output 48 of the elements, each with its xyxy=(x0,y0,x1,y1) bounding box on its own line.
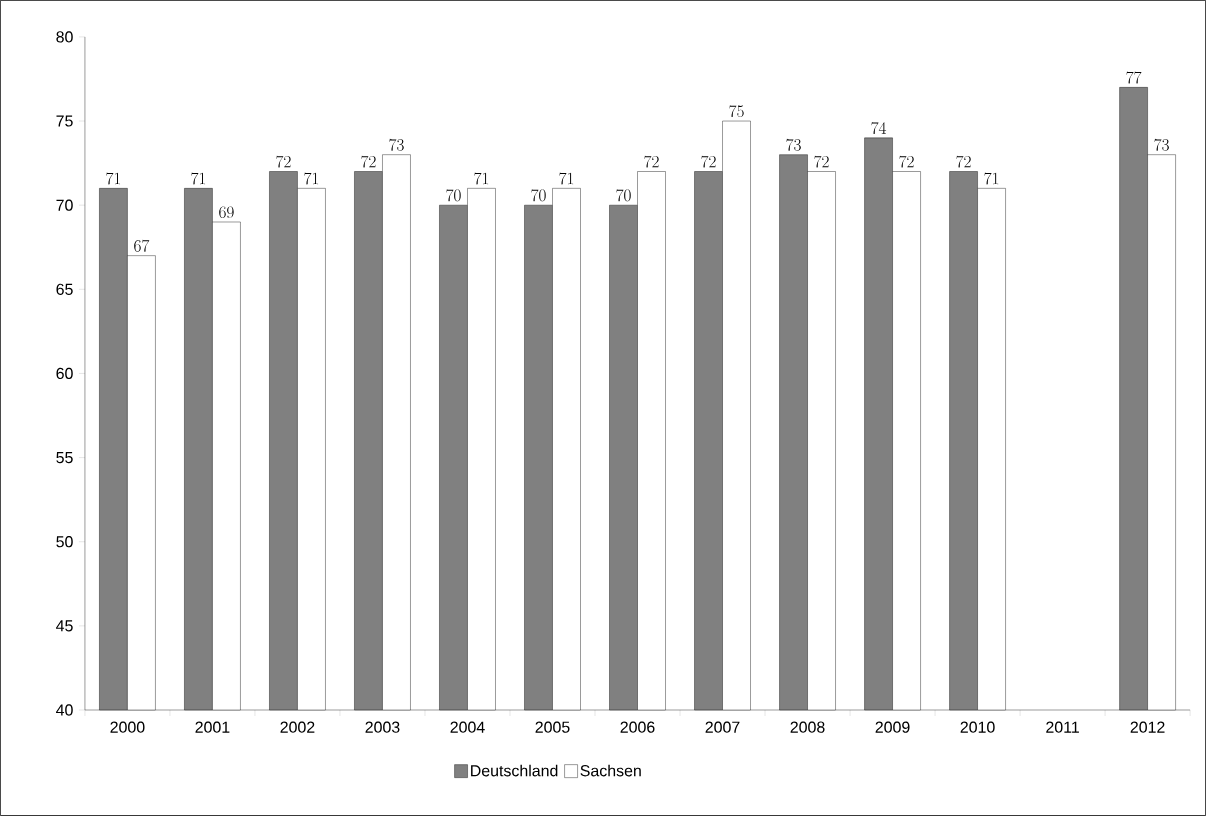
x-tick-label: 2010 xyxy=(960,721,995,733)
x-tick-label: 2004 xyxy=(450,721,485,733)
x-tick-label: 2008 xyxy=(790,721,825,733)
data-label: 72 xyxy=(814,155,829,168)
data-label: 73 xyxy=(1154,138,1169,151)
x-tick-label: 2009 xyxy=(875,721,910,733)
data-label: 69 xyxy=(219,206,234,219)
x-tick-label: 2012 xyxy=(1130,721,1165,733)
y-tick-label: 80 xyxy=(56,31,73,43)
data-label: 70 xyxy=(531,189,546,202)
x-tick-label: 2011 xyxy=(1046,721,1079,733)
data-label: 71 xyxy=(474,172,489,185)
legend-label: Deutschland xyxy=(471,764,558,777)
data-label: 73 xyxy=(389,138,404,151)
data-label: 72 xyxy=(644,155,659,168)
data-label: 72 xyxy=(899,155,914,168)
y-tick-label: 65 xyxy=(56,283,73,295)
y-tick-label: 55 xyxy=(56,452,73,464)
x-tick-label: 2000 xyxy=(110,721,145,733)
x-tick-label: 2006 xyxy=(620,721,655,733)
data-label: 70 xyxy=(616,189,631,202)
y-tick-label: 70 xyxy=(56,199,73,211)
data-label: 67 xyxy=(134,239,150,252)
x-tick-label: 2002 xyxy=(280,721,315,733)
data-label: 71 xyxy=(984,172,999,185)
data-label: 73 xyxy=(786,138,801,151)
data-label: 71 xyxy=(106,172,121,185)
data-label: 70 xyxy=(446,189,461,202)
data-label: 74 xyxy=(871,122,887,134)
y-tick-label: 45 xyxy=(56,620,73,632)
data-label: 75 xyxy=(729,105,744,118)
data-label: 72 xyxy=(701,155,716,168)
data-label: 71 xyxy=(304,172,319,185)
x-tick-label: 2003 xyxy=(365,721,400,733)
y-tick-label: 75 xyxy=(56,115,73,127)
y-tick-label: 60 xyxy=(56,367,73,380)
x-tick-label: 2001 xyxy=(195,721,230,733)
data-label: 71 xyxy=(191,172,206,185)
y-tick-label: 40 xyxy=(56,704,73,716)
data-label: 72 xyxy=(956,155,971,168)
x-tick-label: 2007 xyxy=(705,721,740,733)
data-label: 72 xyxy=(276,155,291,168)
data-label: 77 xyxy=(1126,71,1142,84)
y-tick-label: 50 xyxy=(56,536,73,548)
x-tick-label: 2005 xyxy=(535,721,570,733)
legend-label: Sachsen xyxy=(580,764,641,777)
data-label: 72 xyxy=(361,155,376,168)
data-label: 71 xyxy=(559,172,574,185)
